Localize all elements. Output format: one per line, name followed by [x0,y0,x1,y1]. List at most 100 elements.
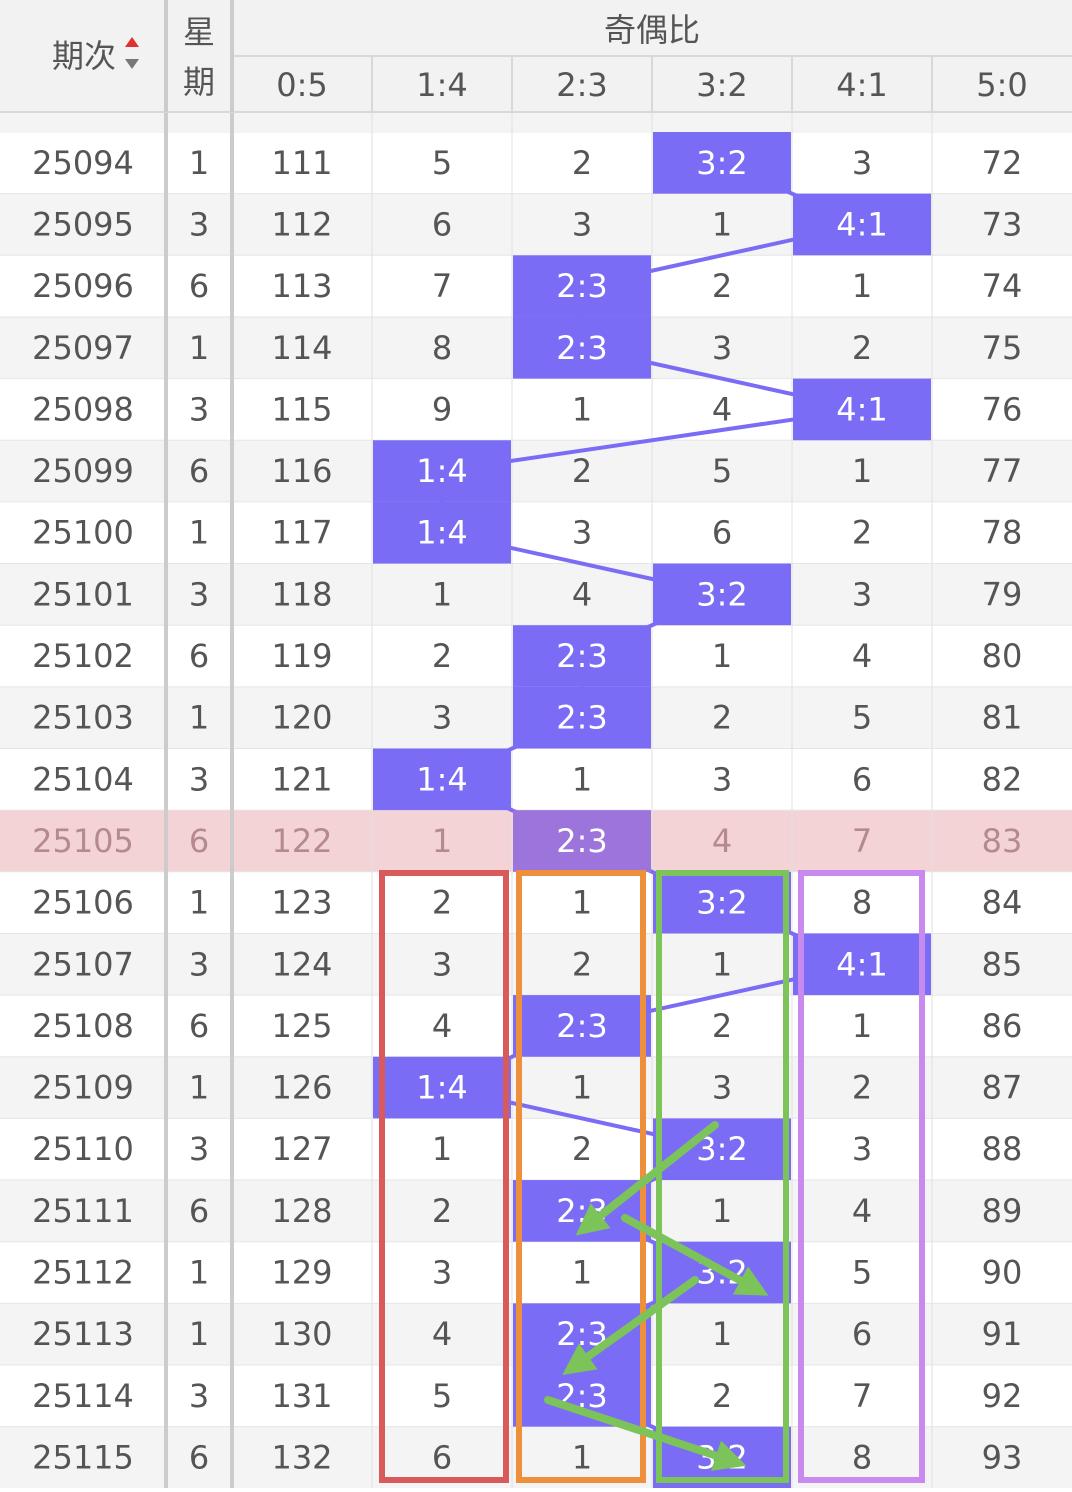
weekday-cell: 1 [189,884,209,922]
hit-cell [793,933,931,996]
arrow [621,1214,769,1296]
weekday-cell: 1 [189,1315,209,1353]
value-cell: 6 [852,760,872,798]
value-cell: 2 [572,1130,592,1168]
row-bg [0,871,1072,934]
value-cell: 84 [982,884,1023,922]
value-cell: 1:4 [416,760,468,798]
hit-cell [513,255,651,317]
value-cell: 2 [712,267,732,305]
weekday-cell: 6 [189,267,209,305]
value-cell: 2 [852,514,872,552]
value-cell: 118 [271,575,332,613]
weekday-cell: 3 [189,1130,209,1168]
value-cell: 3 [572,514,592,552]
weekday-header: 期 [183,63,215,101]
value-cell: 8 [852,1438,872,1476]
hit-cell [653,871,791,934]
value-cell: 4 [712,822,732,860]
hit-cell [793,193,931,256]
value-cell: 75 [982,329,1023,367]
period-cell: 25094 [32,144,134,182]
hit-cell [513,810,651,872]
value-cell: 2 [852,1069,872,1107]
period-cell: 25100 [32,514,134,552]
value-cell: 2:3 [556,1007,608,1045]
value-cell: 6 [432,205,452,243]
hit-cell [373,1056,511,1119]
value-cell: 2 [432,1192,452,1230]
weekday-cell: 3 [189,390,209,428]
value-cell: 7 [432,267,452,305]
value-cell: 8 [852,884,872,922]
value-cell: 132 [271,1438,332,1476]
value-cell: 9 [432,390,452,428]
value-cell: 2:3 [556,822,608,860]
value-cell: 3 [852,575,872,613]
value-cell: 2:3 [556,637,608,675]
period-cell: 25104 [32,760,134,798]
value-cell: 2:3 [556,329,608,367]
value-cell: 4 [852,1192,872,1230]
value-cell: 2 [712,1377,732,1415]
period-cell: 25102 [32,637,134,675]
value-cell: 2 [712,1007,732,1045]
value-cell: 1 [712,205,732,243]
weekday-cell: 3 [189,1377,209,1415]
row-bg [0,440,1072,502]
value-cell: 1 [712,945,732,983]
value-cell: 6 [432,1438,452,1476]
value-cell: 7 [852,1377,872,1415]
value-cell: 4:1 [836,945,888,983]
value-cell: 128 [271,1192,332,1230]
period-cell: 25108 [32,1007,134,1045]
group-header: 奇偶比 [604,11,700,49]
weekday-cell: 1 [189,144,209,182]
value-cell: 1 [852,267,872,305]
value-cell: 1 [572,884,592,922]
value-cell: 5 [432,1377,452,1415]
value-cell: 4 [432,1315,452,1353]
value-cell: 2:3 [556,267,608,305]
weekday-cell: 3 [189,205,209,243]
value-cell: 5 [852,1254,872,1292]
value-cell: 3 [852,1130,872,1168]
hit-cell [373,501,511,564]
period-cell: 25112 [32,1254,134,1292]
sort-down[interactable] [125,59,139,69]
value-cell: 1 [712,1315,732,1353]
column-header: 4:1 [836,66,888,104]
value-cell: 1 [572,1254,592,1292]
value-cell: 82 [982,760,1023,798]
red-box [379,870,509,1483]
value-cell: 2 [572,452,592,490]
value-cell: 1 [432,1130,452,1168]
period-cell: 25109 [32,1069,134,1107]
value-cell: 116 [271,452,332,490]
value-cell: 4 [432,1007,452,1045]
column-header: 3:2 [696,66,748,104]
hit-cell [513,995,651,1057]
value-cell: 76 [982,390,1023,428]
value-cell: 87 [982,1069,1023,1107]
hit-cell [653,132,791,194]
period-cell: 25096 [32,267,134,305]
value-cell: 111 [271,144,332,182]
period-cell: 25114 [32,1377,134,1415]
value-cell: 1 [852,452,872,490]
weekday-cell: 1 [189,514,209,552]
value-cell: 79 [982,575,1023,613]
column-header: 5:0 [976,66,1028,104]
value-cell: 3 [572,205,592,243]
weekday-cell: 6 [189,637,209,675]
value-cell: 89 [982,1192,1023,1230]
arrow [575,1121,719,1236]
hit-cell [513,316,651,379]
value-cell: 113 [271,267,332,305]
weekday-cell: 1 [189,699,209,737]
row-bg [0,563,1072,626]
sort-up[interactable] [125,37,139,47]
column-header: 2:3 [556,66,608,104]
period-header[interactable]: 期次 [52,37,116,75]
